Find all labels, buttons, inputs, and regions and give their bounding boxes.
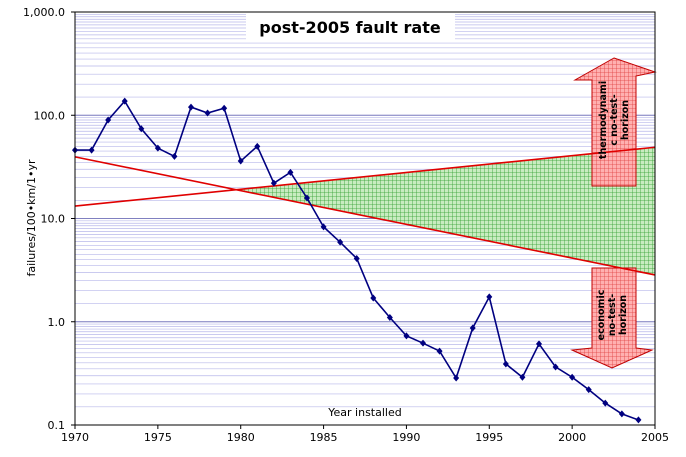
data-point — [386, 313, 393, 321]
data-point — [287, 168, 294, 176]
data-point — [370, 294, 377, 302]
data-point — [270, 179, 277, 187]
data-point — [221, 104, 228, 112]
x-tick-label: 1995 — [475, 431, 503, 444]
data-point — [469, 324, 476, 332]
data-point — [138, 125, 145, 133]
data-point — [585, 386, 592, 394]
data-point — [204, 109, 211, 117]
x-tick-label: 1990 — [392, 431, 420, 444]
trend-line — [74, 146, 656, 207]
data-point — [519, 373, 526, 381]
x-tick-label: 1985 — [310, 431, 338, 444]
data-point — [403, 332, 410, 340]
data-point — [602, 399, 609, 407]
data-point — [453, 374, 460, 382]
y-tick-label: 100.0 — [34, 109, 66, 122]
data-point — [635, 416, 642, 424]
data-point — [420, 339, 426, 347]
data-point — [121, 97, 128, 105]
data-point — [436, 347, 443, 355]
annotation: c no-test- — [609, 94, 620, 145]
annotation: thermodynami — [598, 81, 609, 159]
data-point — [254, 142, 261, 150]
down-arrow — [570, 267, 654, 369]
data-point — [536, 340, 542, 348]
data-point — [88, 146, 95, 154]
x-tick-label: 1975 — [144, 431, 172, 444]
y-tick-label: 0.1 — [48, 419, 66, 432]
data-point — [237, 157, 244, 165]
y-tick-label: 1,000.0 — [23, 6, 65, 19]
data-point — [502, 360, 509, 368]
x-axis-label: Year installed — [327, 406, 401, 419]
data-point — [486, 293, 493, 301]
y-tick-label: 10.0 — [41, 213, 66, 226]
x-tick-label: 1980 — [227, 431, 255, 444]
annotation: horizon — [618, 295, 629, 335]
data-point — [320, 223, 327, 231]
data-point — [337, 238, 344, 246]
data-point — [353, 254, 360, 262]
annotation: economic — [596, 290, 607, 341]
data-point — [552, 363, 559, 371]
y-tick-label: 1.0 — [48, 316, 66, 329]
data-point — [304, 194, 310, 202]
data-point — [105, 116, 112, 124]
data-point — [188, 103, 194, 111]
data-point — [171, 152, 178, 160]
plot — [72, 97, 656, 424]
x-tick-label: 2000 — [558, 431, 586, 444]
data-point — [154, 144, 161, 152]
title-box — [246, 14, 455, 42]
chart-title: post-2005 fault rate — [259, 18, 441, 37]
annotation: horizon — [620, 100, 631, 140]
annotation: no-test- — [607, 294, 618, 336]
trend-line — [74, 156, 656, 276]
data-point — [569, 373, 576, 381]
x-tick-label: 1970 — [61, 431, 89, 444]
data-point — [618, 410, 625, 418]
y-axis-label: failures/100•km/1•yr — [25, 159, 38, 276]
plot-frame — [74, 11, 656, 426]
x-tick-label: 2005 — [641, 431, 669, 444]
